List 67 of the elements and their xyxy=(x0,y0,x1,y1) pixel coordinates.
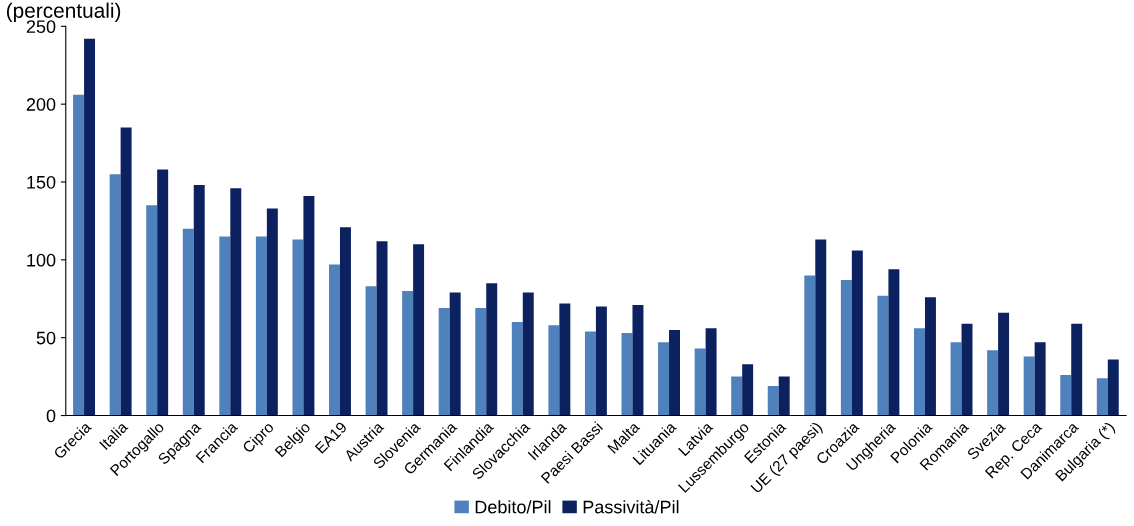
bar xyxy=(632,305,644,416)
bar xyxy=(998,312,1010,416)
bar xyxy=(778,376,790,416)
bar xyxy=(339,227,351,416)
bar xyxy=(888,269,900,416)
bar xyxy=(292,239,304,416)
bar xyxy=(584,331,596,416)
bar xyxy=(475,308,487,416)
y-tick-label: 0 xyxy=(46,409,56,423)
bar xyxy=(621,333,633,416)
bar xyxy=(146,205,158,416)
bar xyxy=(950,342,962,416)
bar xyxy=(1107,359,1119,416)
bar xyxy=(365,286,377,416)
bar xyxy=(924,297,936,416)
bar xyxy=(413,244,425,416)
bar xyxy=(1034,342,1046,416)
bar xyxy=(230,188,242,416)
bar xyxy=(595,306,607,416)
bar xyxy=(303,196,315,416)
bar xyxy=(157,169,169,416)
bar xyxy=(731,376,743,416)
bar xyxy=(84,38,96,416)
legend-label: Passività/Pil xyxy=(583,499,679,514)
y-tick-label: 150 xyxy=(27,175,56,189)
bar xyxy=(1096,378,1108,416)
bar xyxy=(1071,323,1083,416)
bar xyxy=(804,275,816,416)
bar xyxy=(522,292,534,416)
chart-title: (percentuali) xyxy=(6,2,121,23)
bar xyxy=(669,329,681,416)
bar xyxy=(486,283,498,416)
bar xyxy=(914,328,925,416)
bar xyxy=(255,236,267,416)
bar xyxy=(705,328,717,416)
bar xyxy=(658,342,670,416)
bar xyxy=(376,241,388,416)
bar xyxy=(987,350,999,416)
bar xyxy=(120,127,132,416)
bar xyxy=(193,185,205,416)
bar xyxy=(438,308,450,416)
bar xyxy=(109,174,121,416)
bar xyxy=(559,303,571,416)
bar xyxy=(851,250,863,416)
bar xyxy=(767,385,779,416)
bar xyxy=(742,364,754,416)
bar xyxy=(815,239,827,416)
bar xyxy=(694,348,706,416)
bar xyxy=(961,323,973,416)
y-tick-label: 250 xyxy=(26,20,56,34)
bar xyxy=(73,94,85,416)
bar xyxy=(182,228,194,416)
bar xyxy=(329,264,340,416)
bar xyxy=(219,236,231,416)
bar xyxy=(1023,356,1035,416)
bar xyxy=(548,325,560,416)
bar xyxy=(840,280,852,416)
y-tick-label: 50 xyxy=(36,331,56,345)
legend-label: Debito/Pil xyxy=(475,500,551,514)
y-tick-label: 100 xyxy=(27,253,56,267)
bar xyxy=(1060,375,1072,416)
y-tick-label: 200 xyxy=(26,98,56,111)
bar xyxy=(877,295,889,416)
bar xyxy=(449,292,461,416)
bar xyxy=(511,322,523,416)
bar xyxy=(402,290,414,416)
bar xyxy=(266,208,278,416)
